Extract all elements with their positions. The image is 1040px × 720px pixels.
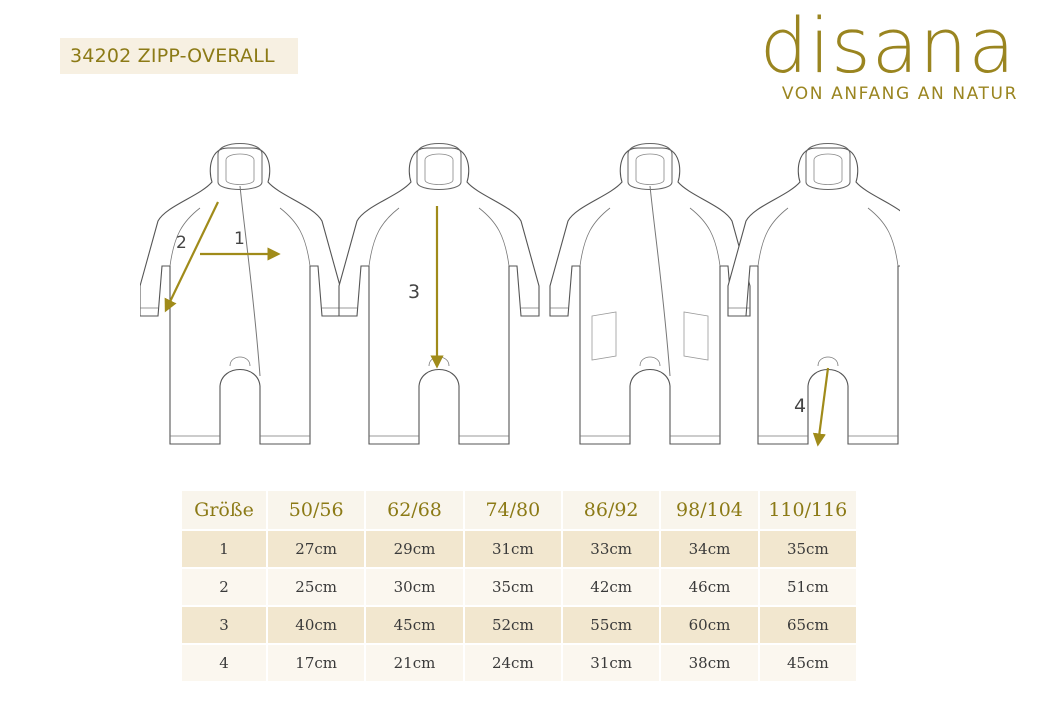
row-label: 4	[182, 645, 266, 681]
overall-illustrations: 1 2 3 4	[140, 142, 900, 447]
size-chart-table: Größe 50/56 62/68 74/80 86/92 98/104 110…	[180, 489, 858, 683]
header-cell-size: Größe	[182, 491, 266, 529]
header-cell: 98/104	[661, 491, 758, 529]
table-cell: 46cm	[661, 569, 758, 605]
table-cell: 45cm	[759, 645, 856, 681]
table-cell: 31cm	[464, 531, 561, 567]
size-chart-header-row: Größe 50/56 62/68 74/80 86/92 98/104 110…	[182, 491, 856, 529]
table-cell: 55cm	[562, 607, 660, 643]
table-cell: 51cm	[759, 569, 856, 605]
table-cell: 30cm	[366, 569, 463, 605]
table-row: 1 27cm 29cm 31cm 33cm 34cm 35cm	[182, 531, 856, 567]
header-cell: 50/56	[268, 491, 365, 529]
table-cell: 31cm	[562, 645, 660, 681]
brand-tagline: VON ANFANG AN NATUR	[781, 84, 1018, 104]
measure-label-3: 3	[408, 281, 420, 303]
header-cell: 74/80	[464, 491, 561, 529]
table-cell: 33cm	[562, 531, 660, 567]
table-cell: 65cm	[759, 607, 856, 643]
header-cell: 62/68	[366, 491, 463, 529]
table-cell: 60cm	[661, 607, 758, 643]
table-cell: 52cm	[464, 607, 561, 643]
table-cell: 21cm	[366, 645, 463, 681]
product-title: 34202 ZIPP-OVERALL	[60, 38, 298, 74]
measure-label-2: 2	[176, 233, 187, 253]
header-cell: 86/92	[562, 491, 660, 529]
row-label: 2	[182, 569, 266, 605]
overall-front-view	[140, 142, 341, 445]
overall-back-view	[338, 142, 540, 445]
row-label: 1	[182, 531, 266, 567]
table-row: 2 25cm 30cm 35cm 42cm 46cm 51cm	[182, 569, 856, 605]
measure-arrow-4	[812, 367, 830, 447]
overall-back-variant-view	[727, 142, 900, 445]
measure-arrow-2	[164, 201, 219, 313]
table-cell: 40cm	[268, 607, 365, 643]
table-cell: 35cm	[464, 569, 561, 605]
table-cell: 24cm	[464, 645, 561, 681]
table-cell: 29cm	[366, 531, 463, 567]
table-row: 4 17cm 21cm 24cm 31cm 38cm 45cm	[182, 645, 856, 681]
table-cell: 35cm	[759, 531, 856, 567]
row-label: 3	[182, 607, 266, 643]
table-cell: 38cm	[661, 645, 758, 681]
table-cell: 45cm	[366, 607, 463, 643]
header-cell: 110/116	[759, 491, 856, 529]
measure-label-4: 4	[794, 395, 806, 417]
table-cell: 42cm	[562, 569, 660, 605]
table-row: 3 40cm 45cm 52cm 55cm 60cm 65cm	[182, 607, 856, 643]
measure-label-1: 1	[234, 229, 245, 249]
overall-front-variant-view	[549, 142, 751, 445]
brand-logo: disana	[759, 1, 1016, 90]
table-cell: 25cm	[268, 569, 365, 605]
table-cell: 34cm	[661, 531, 758, 567]
table-cell: 27cm	[268, 531, 365, 567]
table-cell: 17cm	[268, 645, 365, 681]
